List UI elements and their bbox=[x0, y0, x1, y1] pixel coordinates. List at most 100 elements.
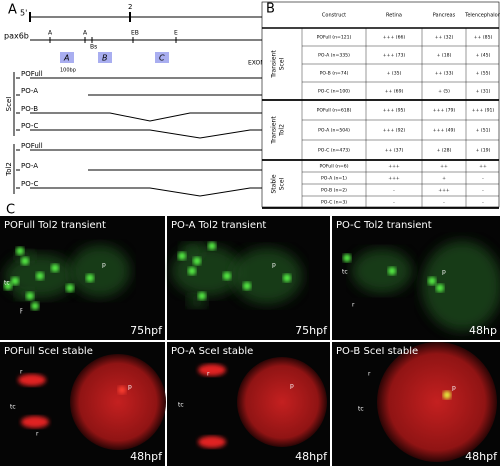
micrograph bbox=[167, 342, 330, 466]
table-cell: +++ bbox=[388, 176, 400, 182]
construct-line bbox=[30, 112, 270, 122]
micrograph bbox=[332, 216, 500, 340]
site-label: A bbox=[48, 30, 53, 37]
table-cell: +++ (73) bbox=[383, 53, 406, 59]
table-header: Telencephalon bbox=[464, 13, 500, 19]
gfp-spot bbox=[31, 302, 39, 310]
table-cell: + (45) bbox=[476, 53, 491, 59]
region-marker: r bbox=[36, 431, 39, 438]
image-time: 48hp bbox=[469, 324, 497, 337]
construct-name: POFull bbox=[21, 142, 43, 150]
gfp-spot bbox=[198, 292, 206, 300]
table-cell: +++ bbox=[438, 188, 450, 194]
element-box bbox=[155, 52, 169, 63]
table-cell: PO-A (n=335) bbox=[318, 53, 350, 59]
region-marker: p bbox=[128, 384, 132, 391]
site-label: E bbox=[174, 30, 178, 37]
region-marker: r bbox=[20, 309, 23, 316]
gfp-spot bbox=[26, 292, 34, 300]
eye-glow bbox=[198, 436, 226, 448]
table-header: Construct bbox=[322, 13, 346, 19]
group-label: SceI bbox=[279, 57, 286, 70]
table-cell: + (5) bbox=[438, 89, 450, 95]
region-marker: tc bbox=[342, 269, 348, 276]
table-cell: ++ (69) bbox=[385, 89, 404, 95]
group-label: SceI bbox=[279, 177, 286, 190]
table-cell: +++ (91) bbox=[472, 108, 495, 114]
element-label: A bbox=[63, 54, 69, 63]
table-cell: PO-C (n=100) bbox=[318, 89, 350, 95]
group-label: SceI bbox=[5, 97, 13, 112]
table-cell: + (55) bbox=[476, 71, 491, 77]
region-marker: tc bbox=[10, 404, 16, 411]
table-cell: + bbox=[442, 176, 446, 182]
table-cell: POFull (n=6) bbox=[320, 164, 349, 170]
tissue-glow bbox=[352, 249, 412, 293]
table-cell: ++ bbox=[479, 164, 487, 170]
yolk bbox=[70, 354, 166, 450]
site-label: Bs bbox=[90, 44, 97, 51]
table-cell: POFull (n=618) bbox=[317, 108, 352, 114]
image-title: PO-A Tol2 transient bbox=[171, 220, 266, 231]
table-cell: - bbox=[393, 201, 395, 206]
table-cell: ++ (85) bbox=[474, 35, 493, 41]
gfp-spot bbox=[243, 282, 251, 290]
region-marker: tc bbox=[358, 406, 364, 413]
table-cell: +++ (66) bbox=[383, 35, 406, 41]
region-marker: r bbox=[20, 307, 23, 314]
group-label: Tol2 bbox=[5, 162, 13, 177]
table-bg bbox=[262, 0, 500, 208]
region-marker: p bbox=[452, 385, 456, 392]
table-cell: + (19) bbox=[476, 148, 491, 154]
construct-line bbox=[30, 129, 270, 139]
gfp-spot bbox=[86, 274, 94, 282]
region-marker: p bbox=[290, 383, 294, 390]
pancreas-spot bbox=[118, 386, 126, 394]
table-cell: PO-B (n=2) bbox=[321, 188, 347, 194]
pancreas-spot bbox=[443, 391, 451, 399]
gfp-spot bbox=[36, 272, 44, 280]
gene-name: pax6b bbox=[4, 32, 29, 41]
gfp-spot bbox=[11, 277, 19, 285]
element-box bbox=[98, 52, 112, 63]
region-marker: p bbox=[442, 269, 446, 276]
table-cell: ++ (32) bbox=[435, 35, 454, 41]
table-header: Pancreas bbox=[433, 13, 456, 19]
table-header: Retina bbox=[386, 13, 402, 19]
table-cell: +++ (95) bbox=[383, 108, 406, 114]
construct-name: PO-B bbox=[21, 105, 38, 113]
table-cell: ++ bbox=[440, 164, 448, 170]
gfp-spot bbox=[428, 277, 436, 285]
construct-name: PO-C bbox=[21, 122, 38, 130]
tissue-glow bbox=[180, 243, 204, 259]
gfp-spot bbox=[388, 267, 396, 275]
table-cell: ++ (37) bbox=[385, 148, 404, 154]
construct-line bbox=[30, 187, 270, 197]
table-cell: - bbox=[482, 177, 484, 182]
construct-name: PO-A bbox=[21, 87, 38, 95]
panel-label: B bbox=[266, 2, 275, 17]
micrograph bbox=[167, 216, 330, 340]
table-cell: - bbox=[482, 201, 484, 206]
element-box bbox=[60, 52, 74, 63]
table-cell: PO-A (n=504) bbox=[318, 128, 350, 134]
tissue-glow bbox=[70, 245, 130, 297]
table-cell: ++ (33) bbox=[435, 71, 454, 77]
micrograph bbox=[332, 342, 500, 466]
site-label: EB bbox=[131, 30, 139, 37]
image-title: POFull Tol2 transient bbox=[4, 220, 106, 231]
gfp-spot bbox=[16, 247, 24, 255]
region-marker: tc bbox=[4, 280, 10, 287]
eye-glow bbox=[18, 374, 46, 386]
table-cell: PO-B (n=74) bbox=[320, 71, 349, 77]
table-cell: +++ (49) bbox=[433, 128, 456, 134]
table-cell: + (28) bbox=[437, 148, 452, 154]
region-marker: tc bbox=[178, 402, 184, 409]
region-marker: r bbox=[352, 302, 355, 309]
group-label: Transient bbox=[271, 116, 278, 145]
yolk bbox=[377, 342, 497, 462]
table-cell: - bbox=[393, 189, 395, 194]
group-label: Tol2 bbox=[279, 124, 286, 137]
region-marker: r bbox=[20, 369, 23, 376]
panel-label: A bbox=[8, 3, 17, 18]
